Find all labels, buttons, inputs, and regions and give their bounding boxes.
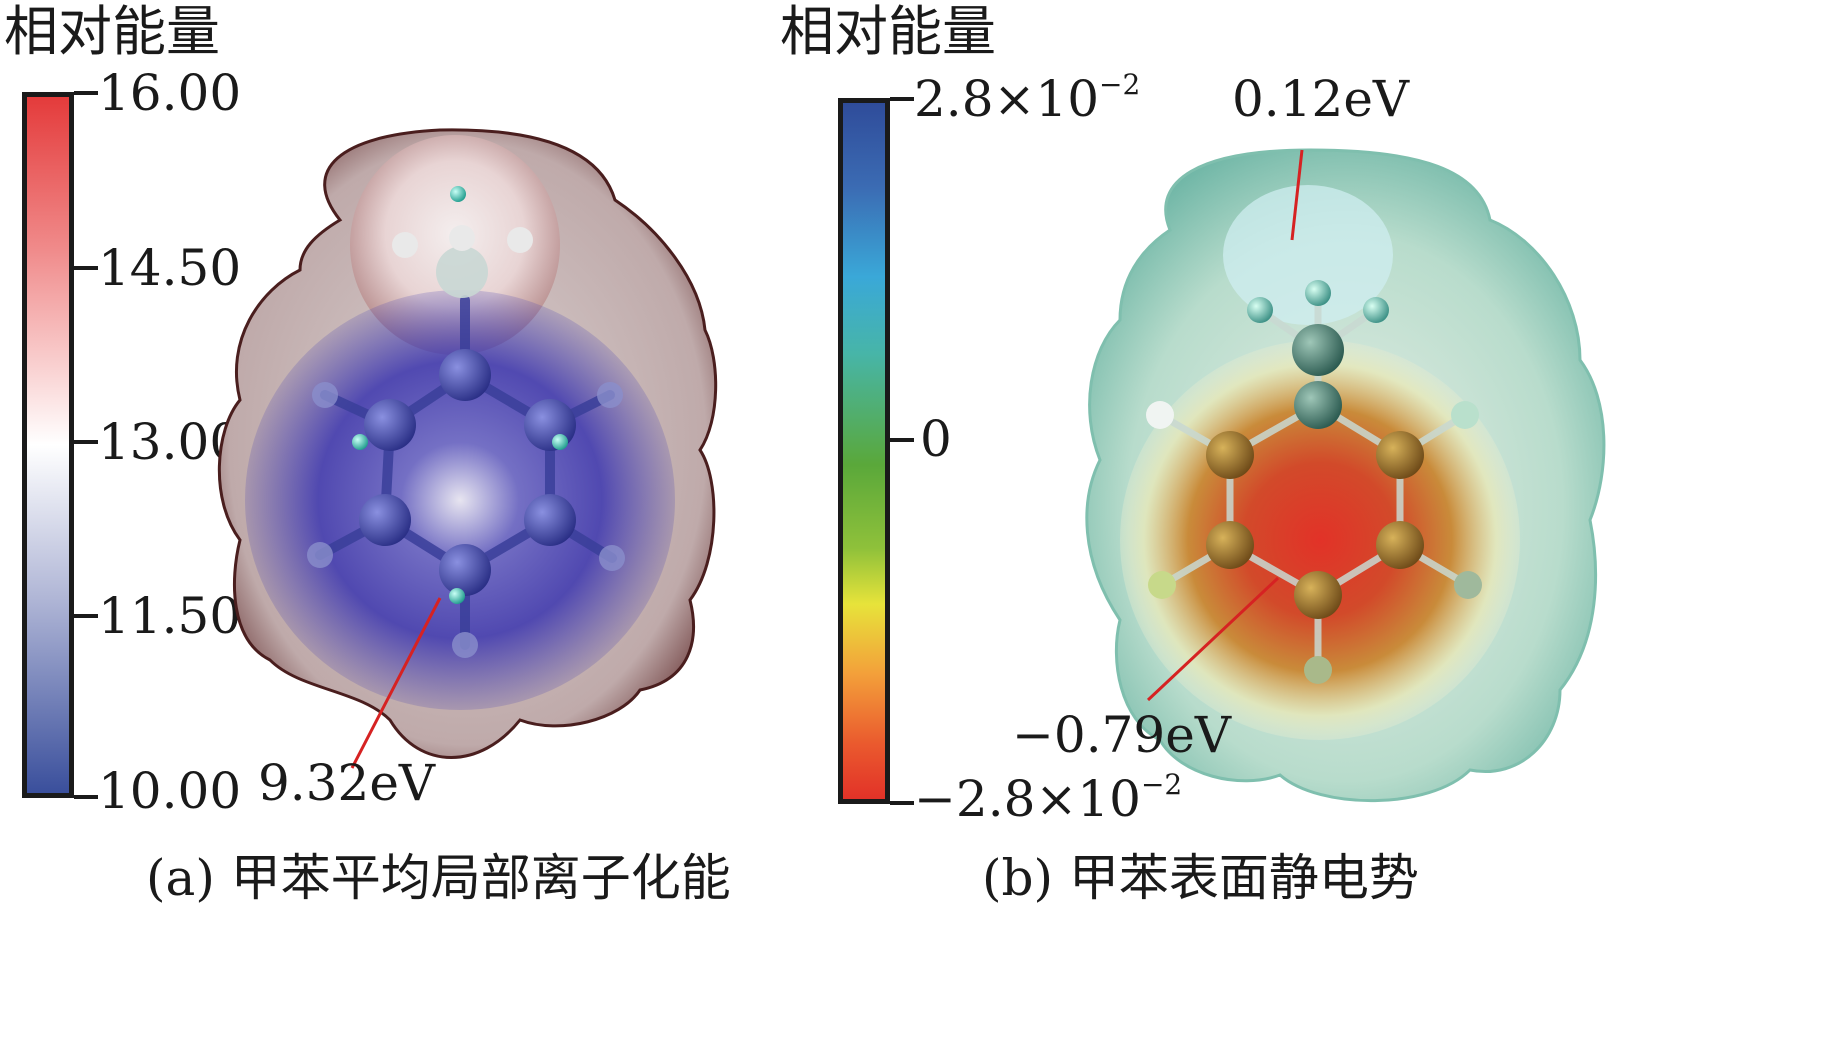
blue-region-a: [245, 290, 675, 710]
colorbar-b: [838, 98, 890, 804]
leader-line-b-top: [1290, 149, 1304, 241]
critical-point-a-2: [352, 434, 368, 450]
tick-mark-a-3: [74, 614, 98, 618]
atom-c2-a: [364, 399, 416, 451]
toluene-surface-b: [1085, 148, 1606, 803]
tick-label-b-0: 2.8×10−2: [914, 70, 1140, 128]
atom-c6-a: [439, 544, 491, 596]
tick-label-a-1: 14.50: [98, 239, 242, 297]
critical-point-a-3: [552, 434, 568, 450]
atom-c4-a: [359, 494, 411, 546]
atom-methyl-c-b: [1292, 324, 1344, 376]
tick-label-b-0-base: 2.8×10: [914, 70, 1100, 128]
tick-mark-a-4: [74, 795, 98, 799]
tick-label-a-4: 10.00: [98, 762, 242, 820]
leader-line-a: [350, 597, 442, 769]
atom-c6-b: [1294, 571, 1342, 619]
caption-b-prefix: (b): [982, 849, 1054, 907]
tick-label-a-2: 13.00: [98, 413, 242, 471]
tick-mark-b-0: [890, 97, 914, 101]
tick-mark-a-1: [74, 266, 98, 270]
tick-label-b-2-exp: −2: [1140, 768, 1183, 801]
tick-mark-a-0: [74, 91, 98, 95]
atom-c1-a: [439, 349, 491, 401]
caption-a: (a) 甲苯平均局部离子化能: [146, 850, 731, 906]
leader-line-b-bottom: [1146, 576, 1280, 702]
methyl-cap-b: [1223, 185, 1393, 325]
annotation-b-top: 0.12eV: [1232, 70, 1410, 128]
atom-c2-b: [1206, 431, 1254, 479]
atom-c1-b: [1294, 381, 1342, 429]
caption-a-prefix: (a): [146, 849, 215, 907]
tick-mark-b-1: [890, 438, 914, 442]
tick-label-b-0-exp: −2: [1099, 68, 1141, 101]
colorbar-title-a: 相对能量: [4, 0, 220, 63]
atom-c3-a: [524, 399, 576, 451]
atom-methyl-c-a: [436, 246, 488, 298]
panel-a-ionization-energy: 相对能量 16.00 14.50 13.00 11.50 10.00: [0, 0, 900, 1059]
tick-label-b-2: −2.8×10−2: [914, 770, 1182, 828]
atom-c5-b: [1376, 521, 1424, 569]
colorbar-a: [22, 92, 74, 798]
atom-c4-b: [1206, 521, 1254, 569]
atom-c3-b: [1376, 431, 1424, 479]
caption-b-text: 甲苯表面静电势: [1068, 849, 1419, 907]
annotation-a: 9.32eV: [258, 754, 436, 812]
critical-point-a-4: [449, 588, 465, 604]
tick-label-b-1: 0: [920, 410, 952, 468]
critical-point-a-1: [450, 186, 466, 202]
tick-label-a-3: 11.50: [98, 587, 242, 645]
annotation-b-bottom: −0.79eV: [1012, 706, 1231, 764]
tick-label-a-0: 16.00: [98, 64, 242, 122]
atom-c5-a: [524, 494, 576, 546]
caption-b: (b) 甲苯表面静电势: [982, 850, 1419, 906]
toluene-surface-a: [217, 128, 718, 769]
tick-mark-b-2: [890, 801, 914, 805]
caption-a-text: 甲苯平均局部离子化能: [230, 849, 731, 907]
tick-label-b-2-base: −2.8×10: [914, 770, 1141, 828]
colorbar-title-b: 相对能量: [780, 0, 996, 63]
panel-b-electrostatic-potential: 相对能量 2.8×10−2 0 −2.8×10−2: [780, 0, 1825, 1059]
tick-mark-a-2: [74, 440, 98, 444]
